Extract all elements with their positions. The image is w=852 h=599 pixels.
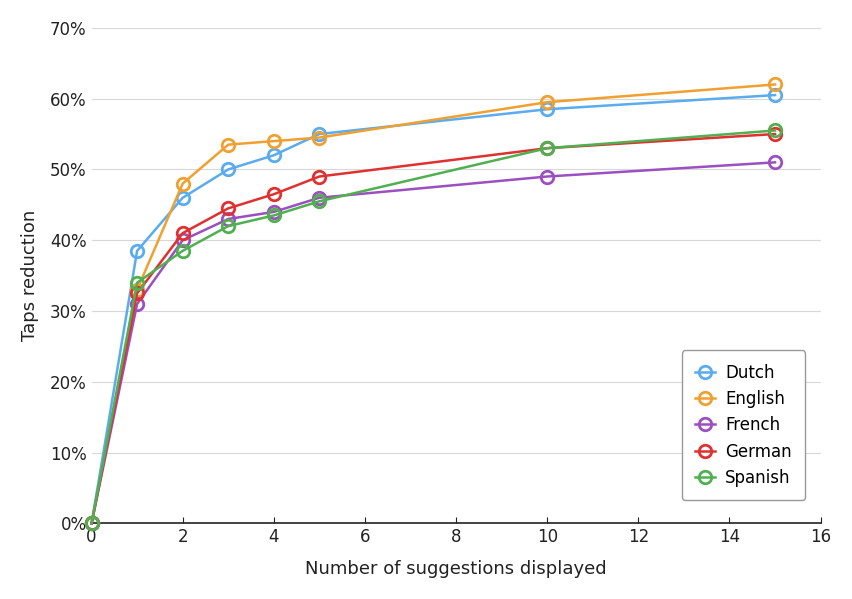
Spanish (177, 247, 187, 255)
Dutch (314, 131, 325, 138)
Spanish (268, 212, 279, 219)
German (314, 173, 325, 180)
Y-axis label: Taps reduction: Taps reduction (20, 210, 39, 341)
German (132, 290, 142, 297)
Spanish (223, 222, 233, 229)
French (177, 237, 187, 244)
Dutch (268, 152, 279, 159)
Legend: Dutch, English, French, German, Spanish: Dutch, English, French, German, Spanish (682, 350, 805, 500)
English (268, 138, 279, 145)
English (223, 141, 233, 148)
German (268, 190, 279, 198)
Spanish (314, 198, 325, 205)
French (770, 159, 780, 166)
Line: Dutch: Dutch (85, 89, 781, 530)
Line: French: French (85, 156, 781, 530)
French (132, 300, 142, 307)
German (542, 144, 552, 152)
Line: English: English (85, 78, 781, 530)
Line: German: German (85, 128, 781, 530)
English (314, 134, 325, 141)
Spanish (542, 144, 552, 152)
English (132, 286, 142, 294)
French (542, 173, 552, 180)
Dutch (223, 166, 233, 173)
French (314, 194, 325, 201)
English (177, 180, 187, 187)
Spanish (86, 520, 96, 527)
German (770, 131, 780, 138)
French (268, 208, 279, 216)
Line: Spanish: Spanish (85, 124, 781, 530)
German (86, 520, 96, 527)
Dutch (542, 105, 552, 113)
French (86, 520, 96, 527)
English (542, 99, 552, 106)
German (223, 205, 233, 212)
Dutch (770, 92, 780, 99)
X-axis label: Number of suggestions displayed: Number of suggestions displayed (305, 560, 607, 578)
French (223, 216, 233, 223)
English (86, 520, 96, 527)
German (177, 229, 187, 237)
Dutch (132, 247, 142, 255)
Spanish (132, 279, 142, 286)
Dutch (177, 194, 187, 201)
Dutch (86, 520, 96, 527)
Spanish (770, 127, 780, 134)
English (770, 81, 780, 88)
